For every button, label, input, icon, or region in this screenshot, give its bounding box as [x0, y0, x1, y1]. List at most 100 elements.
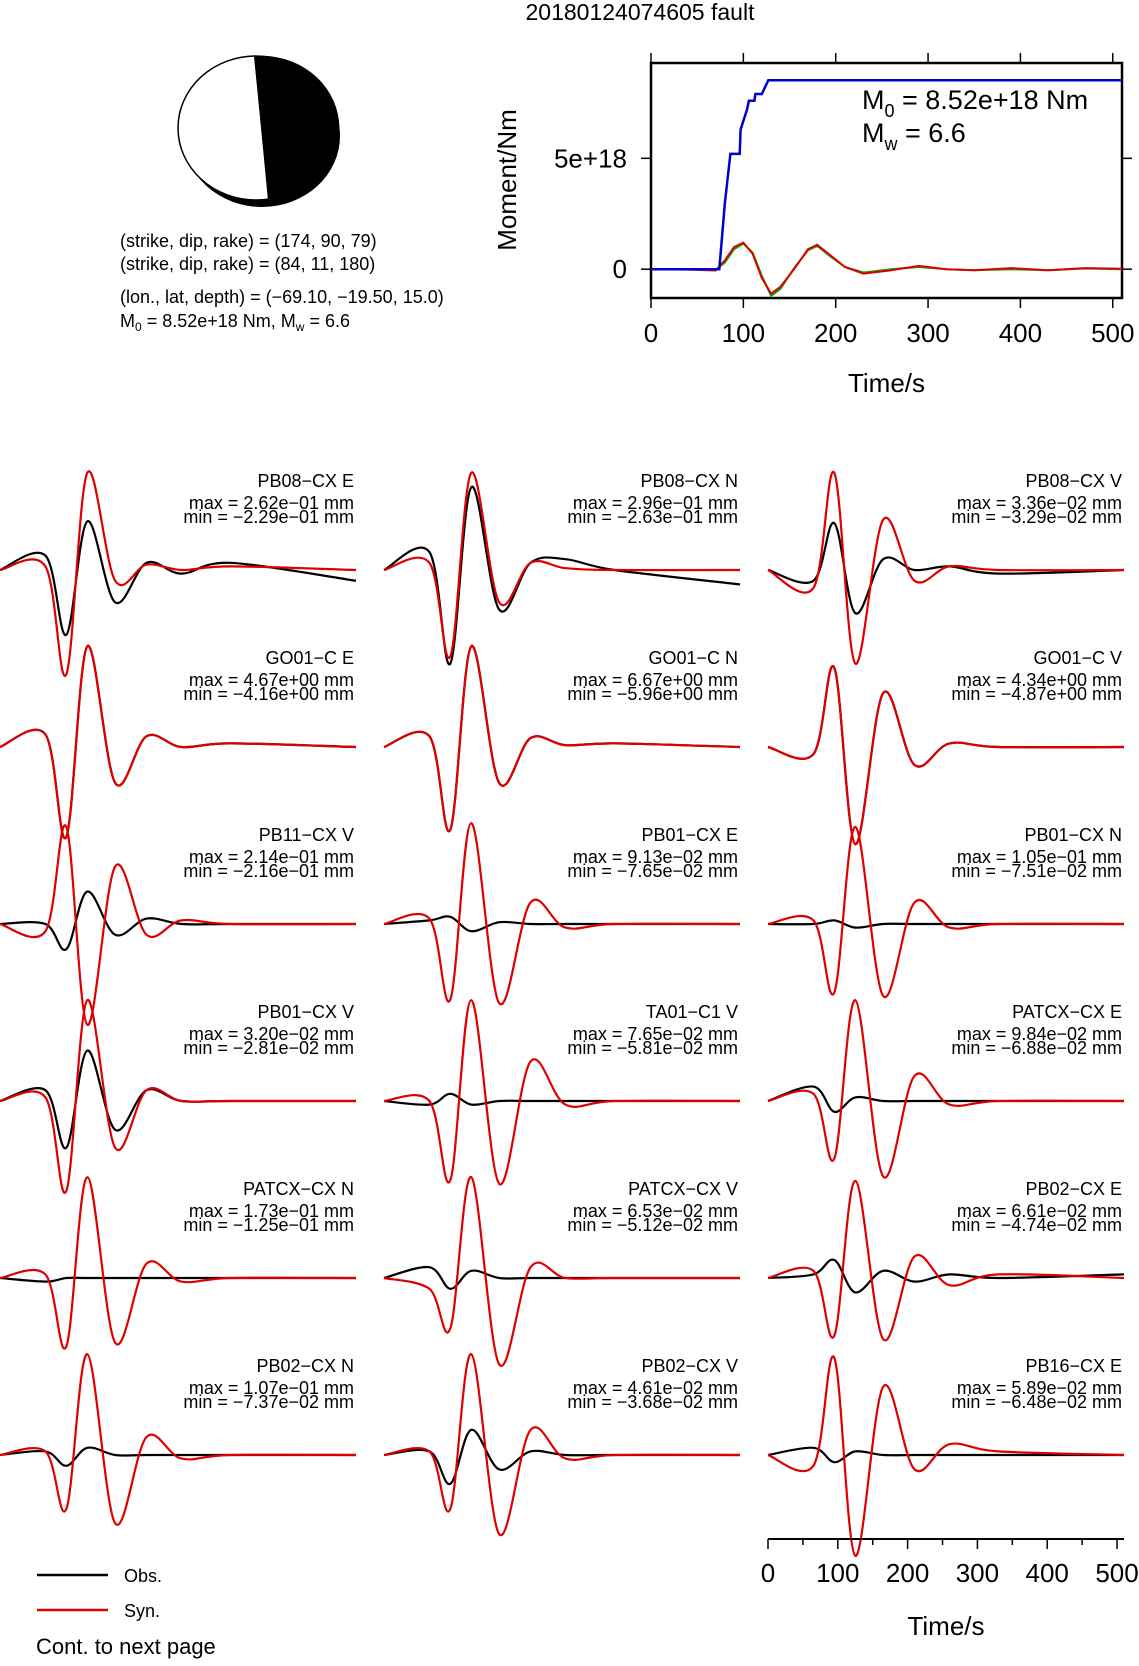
station-label: GO01−C E	[265, 648, 354, 668]
mw-subscript: w	[295, 320, 305, 334]
station-min: min = −5.81e−02 mm	[567, 1038, 738, 1058]
moment-annotation-mw-symbol: M	[862, 118, 885, 148]
synthetic-trace	[767, 825, 1125, 999]
station-label: PB02−CX V	[641, 1356, 738, 1376]
time-axis-tick-label: 500	[1095, 1558, 1138, 1588]
station-min: min = −5.12e−02 mm	[567, 1215, 738, 1235]
time-axis-tick-label: 400	[1026, 1558, 1069, 1588]
legend-obs-label: Obs.	[124, 1566, 162, 1586]
synthetic-trace	[0, 1176, 357, 1350]
station-label: GO01−C N	[648, 648, 738, 668]
synthetic-trace	[767, 664, 1125, 846]
moment-x-tick-label: 300	[906, 318, 949, 348]
moment-annotation-mw: Mw = 6.6	[862, 118, 966, 154]
nodal-plane-1: (strike, dip, rake) = (174, 90, 79)	[120, 231, 377, 251]
station-min: min = −6.88e−02 mm	[951, 1038, 1122, 1058]
synthetic-trace	[767, 1355, 1125, 1557]
time-axis-tick-label: 0	[761, 1558, 775, 1588]
synthetic-trace	[767, 999, 1125, 1179]
observed-trace	[767, 1446, 1124, 1464]
continuation-note: Cont. to next page	[36, 1634, 216, 1659]
beachball-compressional-fill	[254, 55, 335, 200]
synthetic-trace	[767, 470, 1125, 665]
station-max: max = 1.07e−01 mm	[189, 1378, 354, 1398]
station-max: max = 2.14e−01 mm	[189, 847, 354, 867]
moment-annotation-m0-value: = 8.52e+18 Nm	[895, 85, 1089, 115]
station-label: PB16−CX E	[1025, 1356, 1122, 1376]
time-axis-tick-label: 200	[886, 1558, 929, 1588]
station-max: max = 1.73e−01 mm	[189, 1201, 354, 1221]
time-axis-label: Time/s	[907, 1611, 984, 1641]
moment-y-tick-label: 5e+18	[554, 143, 627, 173]
nodal-plane-2: (strike, dip, rake) = (84, 11, 180)	[120, 254, 375, 274]
m0-symbol: M	[120, 311, 135, 331]
synthetic-trace	[383, 645, 741, 833]
synthetic-trace	[383, 999, 741, 1186]
synthetic-trace	[0, 1353, 357, 1526]
station-label: PB02−CX N	[256, 1356, 354, 1376]
station-max: max = 1.05e−01 mm	[957, 847, 1122, 867]
waveform-time-axis: 0 100 200 300 400 500 Time/s	[761, 1538, 1139, 1641]
synthetic-trace	[767, 1179, 1125, 1342]
station-max: max = 7.65e−02 mm	[573, 1024, 738, 1044]
synthetic-trace	[383, 1353, 741, 1537]
legend-syn-label: Syn.	[124, 1601, 160, 1621]
station-min: min = −7.51e−02 mm	[951, 861, 1122, 881]
station-min: min = −4.16e+00 mm	[183, 684, 354, 704]
moment-function-plot: 0 100 200 300 400 500 0 5e+18 Time/s Moment/Nm M0 …	[492, 53, 1134, 398]
station-label: PATCX−CX N	[243, 1179, 354, 1199]
station-max: max = 6.53e−02 mm	[573, 1201, 738, 1221]
station-label: PB01−CX V	[257, 1002, 354, 1022]
observed-trace	[0, 520, 357, 636]
moment-series-rate_a	[650, 241, 1123, 296]
station-max: max = 3.20e−02 mm	[189, 1024, 354, 1044]
focal-mechanism-beachball	[177, 55, 340, 207]
moment-x-tick-label: 200	[814, 318, 857, 348]
m0-value: = 8.52e+18 Nm, M	[142, 311, 296, 331]
synthetic-trace	[383, 471, 741, 660]
m0-subscript: 0	[135, 320, 142, 334]
synthetic-trace	[383, 1176, 740, 1368]
station-min: min = −2.29e−01 mm	[183, 507, 354, 527]
moment-magnitude-info: M0 = 8.52e+18 Nm, Mw = 6.6	[120, 311, 350, 334]
moment-plot-frame	[649, 61, 1124, 300]
station-min: min = −4.87e+00 mm	[951, 684, 1122, 704]
station-max: max = 3.36e−02 mm	[957, 493, 1122, 513]
station-min: min = −1.25e−01 mm	[183, 1215, 354, 1235]
station-max: max = 4.34e+00 mm	[957, 670, 1122, 690]
moment-x-axis-label: Time/s	[848, 368, 925, 398]
station-min: min = −6.48e−02 mm	[951, 1392, 1122, 1412]
station-label: PB02−CX E	[1025, 1179, 1122, 1199]
observed-trace	[767, 1258, 1125, 1294]
synthetic-trace	[0, 645, 357, 840]
station-label: TA01−C1 V	[646, 1002, 738, 1022]
station-min: min = −2.16e−01 mm	[183, 861, 354, 881]
station-label: PB08−CX E	[257, 471, 354, 491]
moment-x-tick-label: 400	[999, 318, 1042, 348]
station-label: PATCX−CX E	[1012, 1002, 1122, 1022]
synthetic-trace	[0, 824, 357, 1026]
mw-value: = 6.6	[304, 311, 350, 331]
moment-series-cumulative	[651, 79, 1122, 271]
station-max: max = 5.89e−02 mm	[957, 1378, 1122, 1398]
station-min: min = −3.68e−02 mm	[567, 1392, 738, 1412]
station-label: GO01−C V	[1033, 648, 1122, 668]
